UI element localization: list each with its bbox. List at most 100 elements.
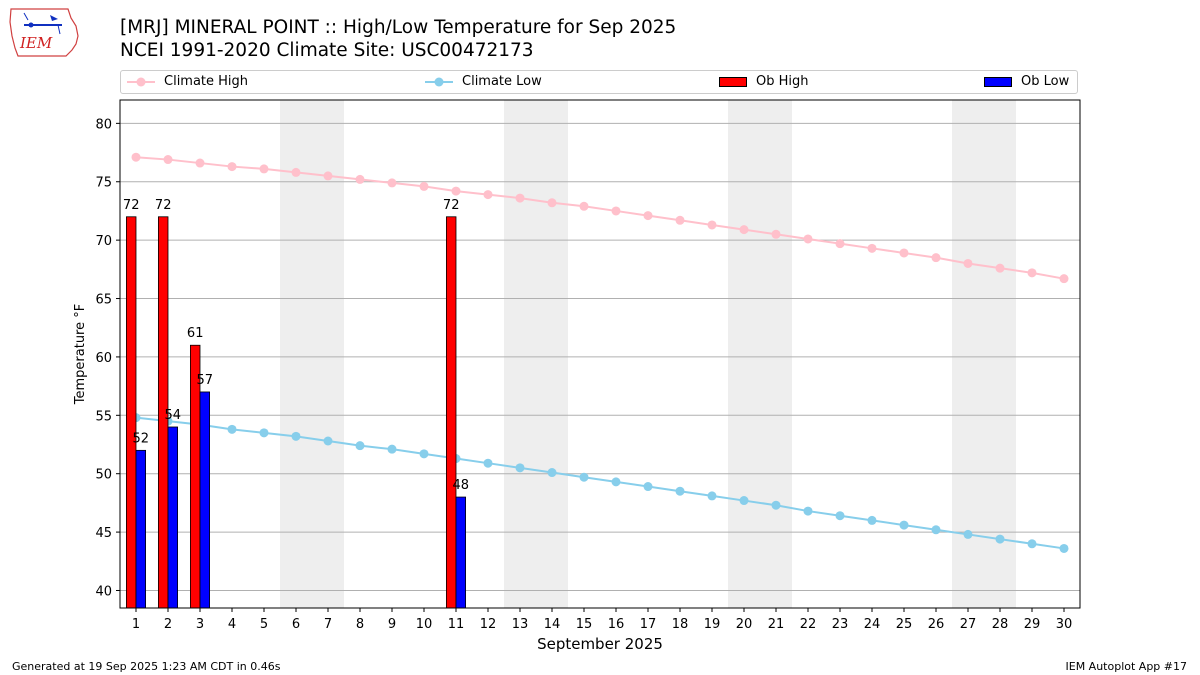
ob-high-bar [126, 216, 137, 609]
climate-low-point [995, 534, 1005, 544]
climate-low-point [675, 486, 685, 496]
climate-low-point [355, 441, 365, 451]
x-tick-label: 29 [1024, 617, 1041, 632]
legend-line-marker-icon [127, 77, 155, 86]
legend-item-ob-low: Ob Low [984, 74, 1069, 89]
x-tick-label: 21 [768, 617, 785, 632]
x-tick-label: 23 [832, 617, 849, 632]
y-tick-label: 65 [95, 293, 112, 308]
weekend-shade [728, 100, 792, 608]
x-tick-label: 15 [576, 617, 593, 632]
climate-low-point [259, 428, 269, 438]
climate-high-point [227, 162, 237, 172]
ob-high-bar [445, 216, 457, 609]
climate-high-point [931, 253, 941, 263]
climate-high-point [291, 167, 301, 177]
climate-high-point [163, 155, 173, 165]
y-tick-label: 80 [95, 117, 112, 132]
x-tick-label: 25 [896, 617, 913, 632]
x-tick-label: 11 [448, 617, 465, 632]
climate-high-point [643, 211, 653, 221]
weekend-shade [952, 100, 1016, 608]
x-tick-label: 30 [1056, 617, 1073, 632]
legend-bar-swatch-icon [984, 76, 1012, 87]
x-tick-label: 10 [416, 617, 433, 632]
ob-high-label: 72 [443, 198, 460, 213]
footer-generated: Generated at 19 Sep 2025 1:23 AM CDT in … [12, 660, 281, 673]
climate-low-point [163, 416, 173, 426]
climate-low-point [547, 468, 557, 478]
climate-low-point [1059, 543, 1069, 553]
climate-low-point [963, 529, 973, 539]
climate-low-point [323, 436, 333, 446]
legend-label: Ob High [756, 74, 809, 89]
weekend-shade [504, 100, 568, 608]
climate-high-point [867, 243, 877, 253]
climate-high-point [707, 220, 717, 230]
climate-low-point [707, 491, 717, 501]
climate-low-point [291, 431, 301, 441]
y-tick-label: 70 [95, 234, 112, 249]
legend-item-climate-low: Climate Low [425, 74, 542, 89]
x-tick-label: 28 [992, 617, 1009, 632]
legend-label: Climate High [164, 74, 249, 89]
plot-frame [119, 99, 1081, 609]
y-tick-label: 60 [95, 351, 112, 366]
climate-high-line [135, 156, 1065, 280]
climate-high-point [1059, 274, 1069, 284]
chart-subtitle: NCEI 1991-2020 Climate Site: USC00472173 [120, 40, 534, 61]
climate-low-point [419, 449, 429, 459]
climate-low-point [483, 458, 493, 468]
climate-high-point [579, 201, 589, 211]
climate-high-point [803, 234, 813, 244]
ob-low-label: 54 [165, 408, 182, 423]
legend-bar-swatch-icon [719, 76, 747, 87]
climate-high-point [1027, 268, 1037, 278]
climate-high-point [355, 174, 365, 184]
iem-logo: IEM [9, 8, 79, 57]
x-axis-label: September 2025 [537, 635, 663, 653]
climate-high-point [835, 239, 845, 249]
ob-low-bar [199, 391, 211, 609]
x-tick-label: 4 [228, 617, 236, 632]
climate-high-point [195, 158, 205, 168]
climate-low-line [135, 416, 1065, 550]
x-tick-label: 3 [196, 617, 204, 632]
x-tick-label: 26 [928, 617, 945, 632]
climate-low-point [899, 520, 909, 530]
ob-high-label: 72 [155, 198, 172, 213]
climate-low-point [131, 413, 141, 423]
x-tick-label: 1 [132, 617, 140, 632]
climate-low-point [195, 420, 205, 430]
climate-low-point [803, 506, 813, 516]
legend-label: Ob Low [1021, 74, 1070, 89]
x-tick-label: 2 [164, 617, 172, 632]
x-tick-label: 12 [480, 617, 497, 632]
logo-text: IEM [19, 34, 53, 52]
climate-high-point [131, 152, 141, 162]
climate-high-point [515, 193, 525, 203]
climate-low-point [579, 472, 589, 482]
climate-low-point [515, 463, 525, 473]
climate-low-point [643, 482, 653, 492]
climate-high-point [739, 225, 749, 235]
y-tick-label: 75 [95, 176, 112, 191]
x-tick-label: 8 [356, 617, 364, 632]
x-tick-label: 16 [608, 617, 625, 632]
x-tick-label: 20 [736, 617, 753, 632]
climate-high-point [547, 198, 557, 208]
climate-high-point [259, 164, 269, 174]
climate-low-point [611, 477, 621, 487]
x-tick-label: 17 [640, 617, 657, 632]
climate-low-point [739, 496, 749, 506]
climate-high-point [451, 186, 461, 196]
y-tick-label: 45 [95, 526, 112, 541]
x-tick-label: 27 [960, 617, 977, 632]
climate-low-point [835, 511, 845, 521]
y-tick-label: 55 [95, 409, 112, 424]
legend-label: Climate Low [462, 74, 542, 89]
x-tick-label: 18 [672, 617, 689, 632]
ob-high-bar [157, 216, 169, 609]
ob-low-label: 57 [197, 373, 214, 388]
